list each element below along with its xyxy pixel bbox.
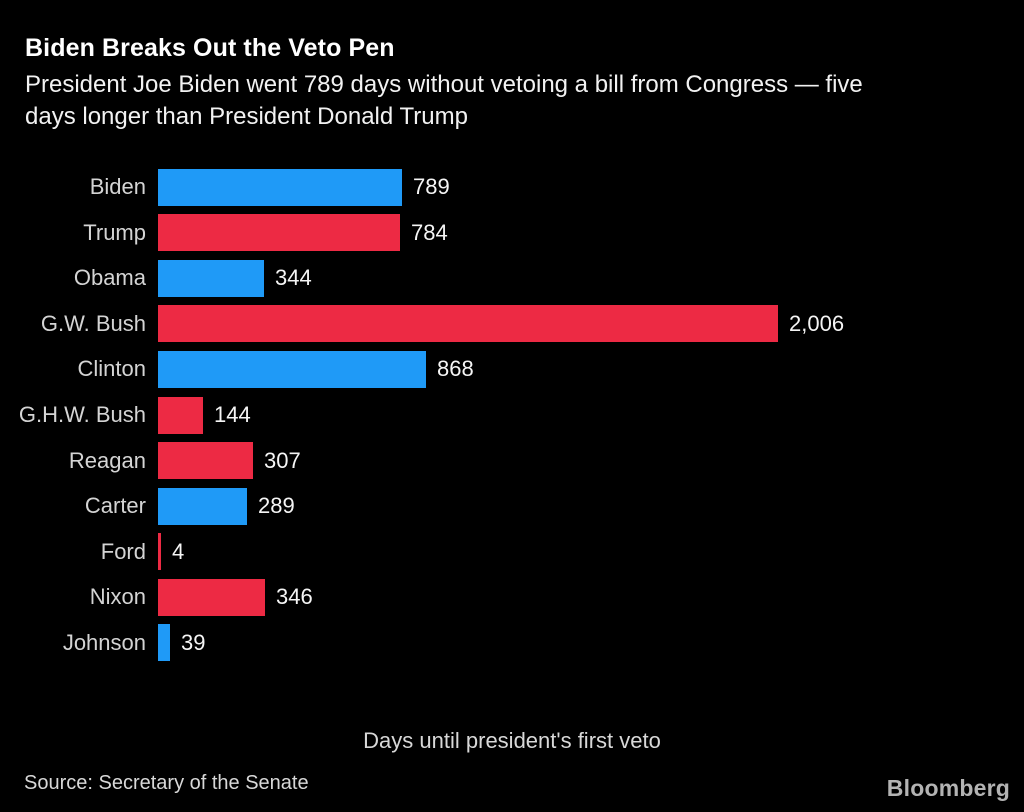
value-label: 346 (276, 584, 313, 610)
category-label: Obama (73, 265, 146, 291)
category-label: Clinton (77, 356, 146, 382)
category-label: Biden (89, 174, 146, 200)
category-label: Nixon (89, 584, 146, 610)
bar-biden (158, 168, 402, 206)
chart-footer: Source: Secretary of the Senate Bloomber… (0, 766, 1024, 812)
value-label: 39 (181, 629, 206, 655)
chart-row: Carter 289 (0, 483, 1024, 529)
chart-row: Johnson 39 (0, 620, 1024, 666)
x-axis-label: Days until president's first veto (363, 727, 661, 753)
bar-g-h-w-bush (158, 396, 203, 434)
bar-reagan (158, 442, 253, 480)
category-label: G.H.W. Bush (18, 402, 146, 428)
chart-subtitle: President Joe Biden went 789 days withou… (25, 69, 999, 133)
bar-carter (158, 487, 247, 525)
value-label: 289 (258, 493, 295, 519)
chart-subtitle-line-1: President Joe Biden went 789 days withou… (25, 71, 863, 99)
chart-row: Reagan 307 (0, 438, 1024, 484)
bar-trump (158, 214, 400, 252)
category-label: Ford (100, 538, 146, 564)
value-label: 307 (264, 447, 301, 473)
value-label: 784 (411, 219, 448, 245)
bloomberg-logo: Bloomberg (886, 774, 1010, 801)
category-label: Carter (84, 493, 146, 519)
chart-row: Obama 344 (0, 255, 1024, 301)
bar-chart: Biden 789 Trump 784 Obama 344 G.W. Bush 2,006 Cl… (0, 164, 1024, 754)
value-label: 789 (413, 174, 450, 200)
chart-row: G.H.W. Bush 144 (0, 392, 1024, 438)
chart-title: Biden Breaks Out the Veto Pen (25, 34, 395, 62)
bar-ford (158, 533, 161, 571)
bar-obama (158, 259, 264, 297)
bar-nixon (158, 578, 265, 616)
chart-row: Biden 789 (0, 164, 1024, 210)
category-label: Reagan (68, 447, 146, 473)
category-label: G.W. Bush (40, 310, 146, 336)
bar-clinton (158, 350, 426, 388)
category-label: Trump (83, 219, 146, 245)
value-label: 2,006 (789, 310, 845, 336)
chart-row: Ford 4 (0, 529, 1024, 575)
chart-header: Biden Breaks Out the Veto Pen President … (0, 0, 1024, 133)
bar-g-w-bush (158, 305, 778, 343)
chart-row: Trump 784 (0, 210, 1024, 256)
source-note: Source: Secretary of the Senate (24, 771, 309, 794)
value-label: 4 (172, 538, 185, 564)
chart-row: Nixon 346 (0, 575, 1024, 621)
value-label: 344 (275, 265, 312, 291)
chart-row: G.W. Bush 2,006 (0, 301, 1024, 347)
category-label: Johnson (62, 629, 146, 655)
bar-rows: Biden 789 Trump 784 Obama 344 G.W. Bush 2,006 Cl… (0, 164, 1024, 666)
bar-johnson (158, 624, 170, 662)
chart-subtitle-line-2: days longer than President Donald Trump (25, 103, 468, 131)
chart-row: Clinton 868 (0, 347, 1024, 393)
value-label: 144 (214, 402, 251, 428)
value-label: 868 (437, 356, 474, 382)
